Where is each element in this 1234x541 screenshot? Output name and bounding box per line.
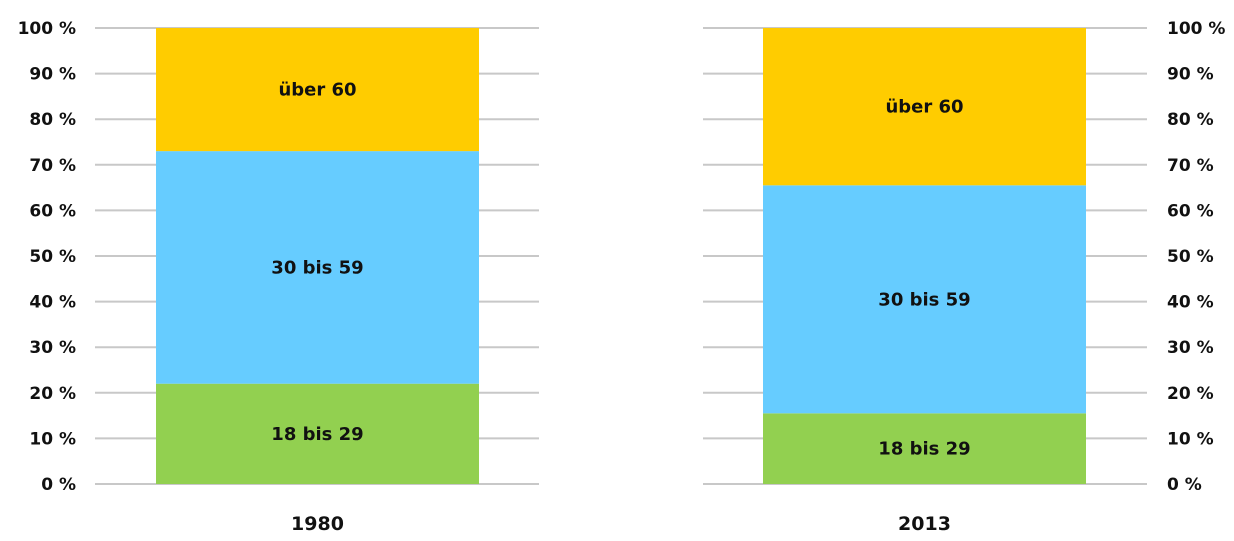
bar-segment [156,151,479,384]
y-tick-label: 50 % [29,247,76,267]
segment-label: über 60 [885,97,963,118]
y-tick-label: 70 % [29,156,76,176]
segment-label: 30 bis 59 [271,257,363,278]
y-tick-label: 20 % [1167,384,1214,404]
bar-segment [156,383,479,484]
bar-segment [763,185,1086,414]
bar-segment [156,28,479,152]
y-tick-label: 0 % [1167,475,1202,495]
y-tick-label: 20 % [29,384,76,404]
y-tick-label: 100 % [18,19,76,39]
segment-label: über 60 [278,80,356,101]
y-tick-label: 10 % [1167,429,1214,449]
y-tick-label: 30 % [1167,338,1214,358]
bar-segment [763,28,1086,186]
segment-label: 18 bis 29 [271,424,363,445]
y-tick-label: 100 % [1167,19,1225,39]
y-tick-label: 60 % [29,201,76,221]
segment-label: 30 bis 59 [878,289,970,310]
bar-segment [763,413,1086,484]
y-tick-label: 70 % [1167,156,1214,176]
y-tick-label: 40 % [1167,293,1214,313]
y-tick-label: 80 % [1167,110,1214,130]
y-tick-label: 30 % [29,338,76,358]
y-tick-label: 80 % [29,110,76,130]
y-tick-label: 90 % [29,65,76,85]
y-tick-label: 40 % [29,293,76,313]
y-tick-label: 0 % [41,475,76,495]
y-tick-label: 50 % [1167,247,1214,267]
y-tick-label: 60 % [1167,201,1214,221]
category-label: 1980 [291,513,344,535]
segment-label: 18 bis 29 [878,439,970,460]
y-tick-label: 90 % [1167,65,1214,85]
y-tick-label: 10 % [29,429,76,449]
category-label: 2013 [898,513,951,535]
